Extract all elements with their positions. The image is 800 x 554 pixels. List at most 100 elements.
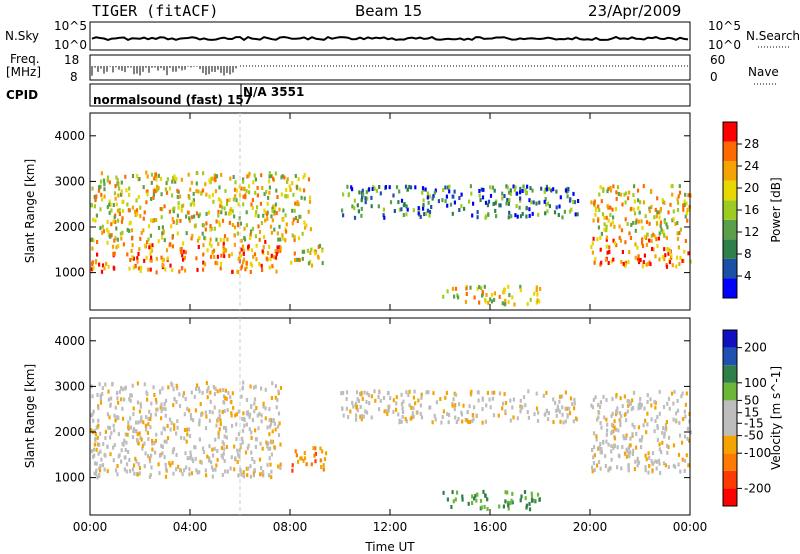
range-gate-cell — [131, 383, 134, 388]
range-gate-cell — [165, 439, 168, 444]
range-gate-cell — [654, 459, 657, 464]
range-gate-cell — [226, 198, 229, 203]
range-gate-cell — [104, 436, 107, 441]
range-gate-cell — [304, 225, 307, 230]
range-gate-cell — [528, 213, 531, 218]
range-gate-cell — [142, 216, 145, 221]
range-gate-cell — [153, 393, 156, 397]
range-gate-cell — [112, 265, 115, 270]
range-gate-cell — [620, 414, 623, 419]
range-gate-cell — [673, 389, 676, 394]
range-gate-cell — [675, 411, 678, 416]
range-gate-cell — [221, 440, 224, 445]
range-gate-cell — [498, 203, 501, 208]
range-gate-cell — [360, 417, 363, 422]
range-gate-cell — [294, 216, 298, 220]
range-gate-cell — [623, 394, 626, 399]
range-gate-cell — [208, 194, 211, 199]
range-gate-cell — [108, 210, 111, 215]
range-gate-cell — [543, 412, 546, 417]
range-gate-cell — [682, 207, 685, 212]
range-gate-cell — [619, 192, 623, 197]
range-gate-cell — [225, 445, 228, 449]
colorbar-swatch — [723, 330, 737, 348]
range-gate-cell — [527, 389, 530, 394]
range-gate-cell — [132, 463, 136, 468]
range-gate-cell — [319, 446, 322, 451]
range-gate-cell — [449, 202, 453, 207]
range-gate-cell — [193, 445, 196, 450]
range-gate-cell — [642, 260, 645, 265]
range-gate-cell — [668, 435, 671, 440]
range-gate-cell — [235, 188, 238, 193]
range-gate-cell — [177, 464, 180, 469]
range-gate-cell — [558, 399, 561, 404]
range-gate-cell — [530, 498, 534, 503]
range-gate-cell — [652, 461, 655, 466]
range-gate-cell — [141, 446, 144, 451]
range-gate-cell — [664, 463, 667, 468]
range-gate-cell — [176, 419, 179, 424]
range-gate-cell — [609, 205, 612, 210]
range-gate-cell — [501, 301, 504, 306]
range-gate-cell — [282, 208, 285, 213]
range-gate-cell — [687, 193, 690, 198]
range-gate-cell — [625, 418, 628, 423]
range-gate-cell — [136, 432, 139, 437]
range-gate-cell — [232, 405, 235, 410]
range-gate-cell — [460, 412, 464, 417]
range-gate-cell — [192, 459, 195, 464]
range-gate-cell — [504, 490, 507, 495]
range-gate-cell — [682, 417, 685, 422]
range-gate-cell — [629, 450, 632, 455]
range-gate-cell — [685, 201, 688, 206]
range-gate-cell — [426, 208, 429, 213]
range-gate-cell — [681, 258, 684, 263]
range-gate-cell — [509, 398, 512, 403]
range-gate-cell — [431, 196, 434, 201]
range-gate-cell — [129, 416, 132, 421]
range-gate-cell — [465, 292, 468, 296]
range-gate-cell — [522, 395, 526, 400]
range-gate-cell — [626, 399, 629, 403]
range-gate-cell — [167, 385, 170, 390]
range-gate-cell — [171, 268, 174, 273]
range-gate-cell — [125, 462, 129, 467]
range-gate-cell — [144, 423, 147, 428]
range-gate-cell — [483, 284, 486, 289]
range-gate-cell — [188, 216, 191, 221]
range-gate-cell — [110, 208, 113, 213]
range-gate-cell — [627, 468, 630, 473]
range-gate-cell — [225, 435, 228, 440]
range-gate-cell — [148, 409, 151, 414]
range-gate-cell — [530, 491, 533, 496]
range-gate-cell — [172, 220, 175, 225]
range-gate-cell — [110, 222, 113, 227]
range-gate-cell — [480, 187, 483, 192]
range-gate-cell — [125, 469, 128, 474]
range-gate-cell — [190, 180, 193, 185]
range-gate-cell — [639, 200, 642, 205]
range-gate-cell — [295, 257, 299, 262]
range-gate-cell — [176, 231, 179, 236]
colorbar-tick-label: 24 — [744, 159, 759, 173]
range-gate-cell — [646, 400, 649, 404]
range-gate-cell — [629, 401, 632, 406]
velocity-colorbar-label: Velocity [m s^-1] — [769, 366, 783, 470]
range-gate-cell — [364, 200, 367, 205]
range-gate-cell — [291, 180, 294, 185]
range-gate-cell — [602, 440, 605, 445]
range-gate-cell — [667, 445, 670, 449]
range-gate-cell — [95, 461, 98, 466]
range-gate-cell — [596, 237, 599, 242]
range-gate-cell — [256, 185, 259, 190]
range-gate-cell — [202, 243, 205, 248]
range-gate-cell — [212, 248, 216, 253]
range-gate-cell — [187, 172, 190, 177]
range-gate-cell — [364, 196, 367, 201]
range-gate-cell — [667, 210, 670, 215]
range-gate-cell — [424, 187, 427, 192]
range-gate-cell — [495, 214, 498, 219]
xtick-label: 04:00 — [173, 520, 208, 534]
range-gate-cell — [527, 415, 530, 420]
